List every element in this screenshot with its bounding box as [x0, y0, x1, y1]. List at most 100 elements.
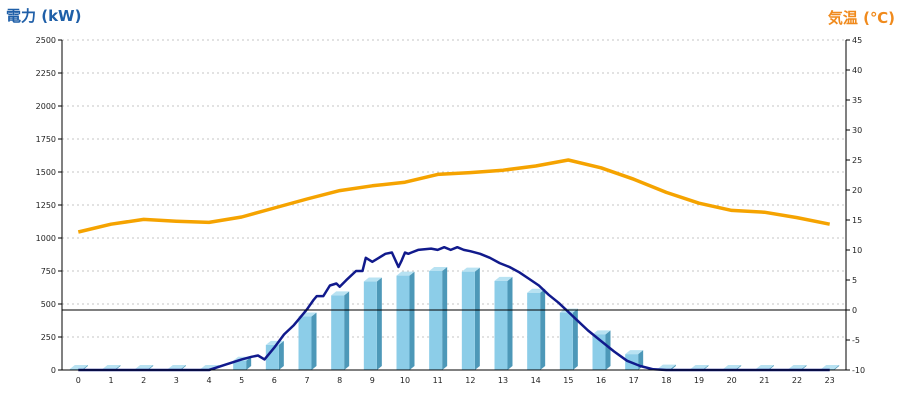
bar-top — [657, 364, 676, 369]
bar-front — [559, 312, 573, 370]
bar-side — [572, 308, 578, 370]
x-tick-label: 19 — [694, 376, 704, 385]
bar-side — [670, 364, 676, 370]
left-tick-label: 2500 — [36, 36, 56, 45]
left-tick-label: 1750 — [36, 135, 56, 144]
axes: 02505007501000125015001750200022502500-1… — [36, 36, 865, 385]
right-tick-label: 0 — [852, 306, 857, 315]
bar-top — [788, 365, 807, 369]
bar — [265, 340, 284, 370]
right-tick-label: -10 — [852, 366, 865, 375]
x-tick-label: 21 — [759, 376, 769, 385]
bar-top — [461, 267, 480, 272]
bar-top — [69, 365, 88, 369]
bar-side — [409, 271, 415, 370]
x-tick-label: 11 — [433, 376, 443, 385]
bar-top — [102, 365, 121, 369]
right-tick-label: 35 — [852, 96, 862, 105]
x-tick-label: 18 — [661, 376, 671, 385]
x-tick-label: 23 — [825, 376, 835, 385]
x-tick-label: 17 — [629, 376, 639, 385]
bar-front — [396, 275, 410, 370]
bar-side — [507, 276, 513, 370]
x-tick-label: 20 — [727, 376, 737, 385]
bar-front — [265, 344, 279, 370]
right-tick-label: 45 — [852, 36, 862, 45]
x-tick-label: 12 — [465, 376, 475, 385]
bar — [429, 267, 448, 370]
bar-top — [167, 365, 186, 369]
x-tick-label: 0 — [76, 376, 81, 385]
left-tick-label: 1250 — [36, 201, 56, 210]
right-tick-label: 30 — [852, 126, 862, 135]
right-tick-label: 40 — [852, 66, 862, 75]
bar-side — [246, 356, 252, 370]
right-tick-label: 5 — [852, 276, 857, 285]
right-tick-label: 15 — [852, 216, 862, 225]
x-tick-label: 13 — [498, 376, 508, 385]
bar-top — [592, 330, 611, 335]
x-tick-label: 6 — [272, 376, 277, 385]
bar-front — [494, 280, 508, 370]
x-tick-label: 3 — [174, 376, 179, 385]
left-axis-title: 電力 (kW) — [6, 7, 81, 25]
x-tick-label: 2 — [141, 376, 146, 385]
bar — [298, 312, 317, 370]
bar-top — [755, 365, 774, 369]
bar-front — [298, 316, 312, 370]
bar-top — [527, 288, 546, 293]
x-tick-label: 14 — [531, 376, 541, 385]
bar-side — [278, 340, 284, 370]
bar-front — [429, 271, 443, 370]
left-tick-label: 2000 — [36, 102, 56, 111]
right-tick-label: 20 — [852, 186, 862, 195]
right-tick-label: 10 — [852, 246, 862, 255]
bar-top — [690, 365, 709, 369]
x-tick-label: 10 — [400, 376, 410, 385]
bar-top — [821, 365, 840, 369]
bar-front — [461, 271, 475, 370]
x-tick-label: 5 — [239, 376, 244, 385]
bar-front — [527, 292, 541, 370]
grid-lines — [62, 39, 846, 338]
bar — [363, 277, 382, 370]
bar — [494, 276, 513, 370]
left-tick-label: 1500 — [36, 168, 56, 177]
x-tick-label: 1 — [108, 376, 113, 385]
bar-top — [429, 267, 448, 271]
right-tick-label: -5 — [852, 336, 860, 345]
bar-side — [605, 330, 611, 370]
right-tick-label: 25 — [852, 156, 862, 165]
x-tick-label: 16 — [596, 376, 606, 385]
bar-side — [474, 267, 480, 370]
left-tick-label: 500 — [41, 300, 56, 309]
bar-top — [331, 291, 350, 296]
bar-side — [344, 291, 350, 370]
bar-front — [331, 295, 345, 370]
power-line — [78, 245, 830, 372]
bar-top — [723, 365, 742, 369]
bar-front — [363, 281, 377, 370]
bar — [559, 308, 578, 370]
x-tick-label: 9 — [370, 376, 375, 385]
line-series — [77, 158, 831, 372]
bar-series — [69, 267, 840, 370]
right-axis-title: 気温 (℃) — [828, 9, 895, 27]
left-tick-label: 250 — [41, 333, 56, 342]
bar-side — [442, 267, 448, 370]
left-tick-label: 750 — [41, 267, 56, 276]
bar — [527, 288, 546, 370]
left-tick-label: 0 — [51, 366, 56, 375]
bar-top — [396, 271, 415, 276]
bar-front — [233, 360, 247, 370]
left-tick-label: 1000 — [36, 234, 56, 243]
x-tick-label: 22 — [792, 376, 802, 385]
bar — [331, 291, 350, 370]
bar — [396, 271, 415, 370]
temperature-line — [77, 158, 831, 234]
bar-side — [540, 288, 546, 370]
bar-side — [311, 312, 317, 370]
bar — [461, 267, 480, 370]
